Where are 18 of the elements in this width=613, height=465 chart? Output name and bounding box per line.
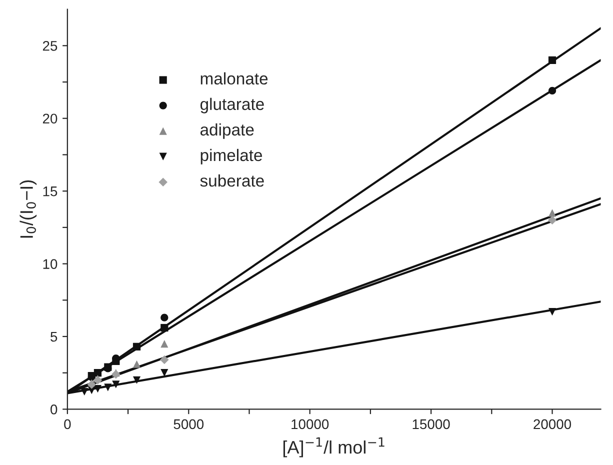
y-tick-label: 5 [50,332,58,342]
legend-label: glutarate [200,98,264,114]
y-tick-label: 10 [43,259,58,269]
y-tick-label: 20 [42,114,58,124]
y-tick-label: 25 [42,40,58,51]
x-tick-label: 5000 [174,419,204,430]
y-tick-label: 15 [43,186,58,196]
x-tick-label: 0 [64,419,71,430]
x-axis-title: [A]$^{−1}$/l mol$^{−1}$ [283,437,384,458]
x-tick-label: 10000 [292,419,329,430]
x-tick-label: 15000 [412,419,450,430]
legend-label: malonate [200,72,268,85]
legend-label: adipate [200,123,254,139]
x-tick-label: 20000 [534,419,572,430]
y-axis-title: I$_{0}$/(I$_{0}$−I) [20,180,37,238]
y-tick-label: 0 [50,404,58,414]
legend-label: pimelate [200,148,262,164]
legend-label: suberate [200,174,264,187]
